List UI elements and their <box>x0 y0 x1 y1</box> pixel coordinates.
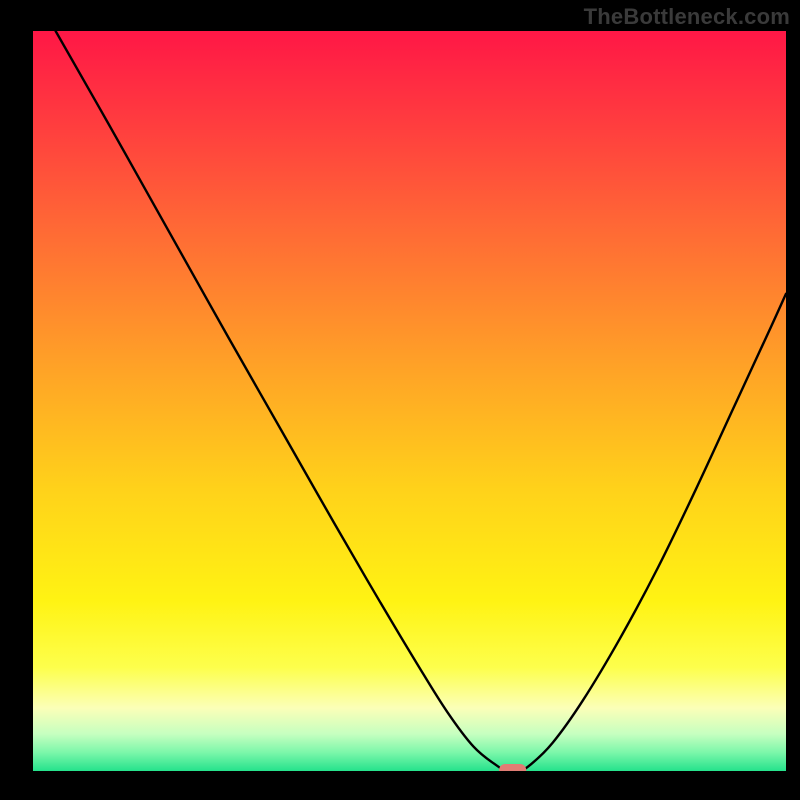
bottleneck-chart-svg <box>33 31 786 771</box>
chart-stage: TheBottleneck.com <box>0 0 800 800</box>
plot-area <box>33 31 786 771</box>
optimal-point-marker <box>499 764 526 771</box>
gradient-background <box>33 31 786 771</box>
watermark-text: TheBottleneck.com <box>584 4 790 30</box>
